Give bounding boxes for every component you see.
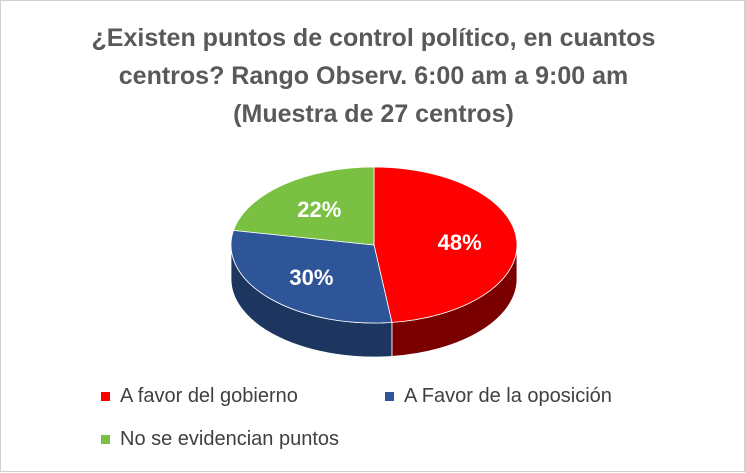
legend-label-no-evidencian: No se evidencian puntos [120, 428, 340, 450]
chart-title-line-1: ¿Existen puntos de control político, en … [91, 24, 656, 52]
legend-swatch-gobierno [101, 392, 110, 401]
data-label-oposicion: 30% [289, 265, 333, 290]
legend-item-no-evidencian: No se evidencian puntos [101, 428, 339, 451]
chart-title: ¿Existen puntos de control político, en … [1, 19, 745, 133]
pie-slice-gobierno [373, 166, 518, 323]
pie-slice-oposicion [230, 229, 393, 324]
data-label-no-evidencian: 22% [297, 197, 341, 222]
legend-label-gobierno: A favor del gobierno [120, 385, 298, 407]
pie-slice-no-evidencian [232, 166, 375, 246]
legend-item-gobierno: A favor del gobierno [101, 385, 298, 408]
chart-title-line-3: (Muestra de 27 centros) [233, 100, 514, 128]
legend-swatch-oposicion [385, 392, 394, 401]
data-label-gobierno: 48% [438, 230, 482, 255]
legend-item-oposicion: A Favor de la oposición [385, 385, 612, 408]
legend-swatch-no-evidencian [101, 435, 110, 444]
chart-title-line-2: centros? Rango Observ. 6:00 am a 9:00 am [118, 62, 629, 90]
legend-label-oposicion: A Favor de la oposición [404, 385, 612, 407]
